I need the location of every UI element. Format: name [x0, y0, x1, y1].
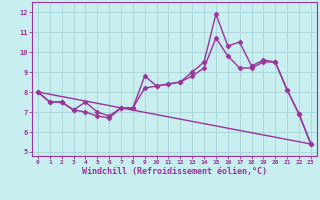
- X-axis label: Windchill (Refroidissement éolien,°C): Windchill (Refroidissement éolien,°C): [82, 167, 267, 176]
